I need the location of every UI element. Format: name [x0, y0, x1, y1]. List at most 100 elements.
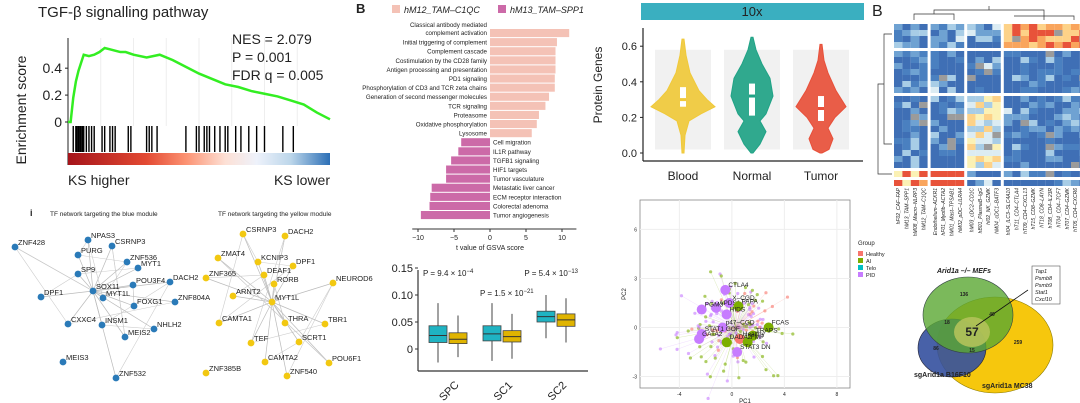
heat-cell — [1003, 63, 1013, 69]
heat-cell — [910, 57, 920, 63]
x-tick-label: 5 — [524, 235, 528, 242]
heat-cell — [919, 69, 928, 75]
heat-cell — [1054, 180, 1063, 186]
heat-cell — [1029, 171, 1038, 177]
node-label: ZNF385B — [209, 364, 241, 373]
heat-cell — [1012, 30, 1021, 36]
network-edge — [271, 301, 326, 325]
region-all — [954, 317, 990, 347]
p-value-annotation: P = 1.5 × 10−21 — [480, 289, 534, 298]
heat-cell — [1054, 126, 1063, 132]
column-label: hM03_cDC2–CD1C — [969, 188, 975, 233]
heat-cell — [1054, 30, 1063, 36]
category-label: Colorectal adenoma — [493, 203, 549, 210]
heat-cell — [992, 36, 1001, 42]
heat-cell — [1003, 114, 1013, 120]
heat-cell — [1045, 162, 1055, 168]
node-label: FOXG1 — [137, 297, 162, 306]
column-label: hT04_CD4–TCF7 — [1056, 188, 1062, 228]
heat-cell — [967, 108, 976, 114]
link-line — [691, 327, 736, 330]
heat-cell — [975, 24, 984, 30]
x-right-label: KS lower — [274, 172, 330, 188]
sample-point — [739, 329, 743, 333]
heat-cell — [967, 120, 976, 126]
link-line — [724, 327, 737, 365]
sample-point — [688, 356, 693, 360]
sample-point — [761, 317, 765, 322]
heat-cell — [1062, 87, 1071, 93]
heat-cell — [947, 132, 956, 138]
heat-cell — [1003, 144, 1013, 150]
region-count: 86 — [933, 346, 939, 352]
heat-cell — [955, 63, 965, 69]
network-node — [171, 298, 179, 306]
bar — [490, 65, 556, 74]
heat-cell — [910, 87, 920, 93]
network-edge — [205, 277, 273, 303]
heat-cell — [955, 96, 965, 102]
sample-point — [719, 298, 723, 302]
heat-cell — [1020, 126, 1029, 132]
heat-cell — [1012, 51, 1021, 57]
heat-cell — [992, 69, 1001, 75]
heat-cell — [1037, 51, 1046, 57]
legend-label: PID — [866, 273, 875, 279]
network-edge — [14, 246, 94, 292]
link-line — [735, 309, 750, 328]
heat-cell — [1062, 63, 1071, 69]
heat-cell — [939, 63, 948, 69]
bar — [420, 211, 490, 220]
network-node — [215, 319, 223, 327]
sample-point — [733, 281, 737, 285]
heat-cell — [947, 162, 956, 168]
heat-cell — [1062, 75, 1071, 81]
link-line — [707, 327, 737, 375]
link-line — [710, 327, 736, 347]
heat-cell — [930, 171, 939, 177]
heat-cell — [1054, 138, 1063, 144]
heat-cell — [992, 51, 1001, 57]
network-node — [247, 339, 255, 347]
heat-cell — [984, 30, 993, 36]
heat-cell — [1020, 51, 1029, 57]
centroid — [763, 322, 774, 333]
category-label: Generation of second messenger molecules — [366, 94, 487, 101]
network-node — [37, 293, 45, 301]
centroid — [694, 333, 705, 344]
heat-cell — [975, 102, 984, 108]
heat-cell — [992, 24, 1001, 30]
heat-cell — [1012, 75, 1021, 81]
network-node — [98, 321, 106, 329]
heat-cell — [1054, 171, 1063, 177]
heat-cell — [967, 87, 976, 93]
node-label: CAMTA2 — [268, 353, 298, 362]
heat-cell — [1003, 87, 1013, 93]
heat-cell — [1003, 150, 1013, 156]
network-node — [202, 369, 210, 377]
y-axis-label: Enrichment score — [13, 55, 29, 164]
heat-cell — [967, 42, 976, 48]
column-label: hT08_CD4–IL23R — [1048, 188, 1054, 229]
centroid — [721, 337, 732, 348]
link-line — [735, 314, 751, 328]
heat-cell — [939, 30, 948, 36]
heat-cell — [984, 132, 993, 138]
heat-cell — [1029, 114, 1038, 120]
heat-cell — [947, 102, 956, 108]
heat-cell — [1029, 132, 1038, 138]
heat-cell — [947, 144, 956, 150]
sample-point — [728, 332, 732, 336]
heat-cell — [894, 75, 903, 81]
sample-point — [712, 332, 716, 336]
sample-point — [675, 336, 679, 340]
box-SC1-1 — [502, 313, 522, 359]
network-edge — [67, 290, 94, 325]
link-line — [699, 327, 736, 342]
heat-cell — [930, 150, 939, 156]
network-edge — [218, 265, 294, 324]
heat-cell — [947, 81, 956, 87]
sample-point — [750, 288, 755, 292]
gsea-panel: TGF-β signalling pathway 0 0.2 0.4 Enrichmen… — [13, 4, 331, 188]
heat-cell — [984, 138, 993, 144]
